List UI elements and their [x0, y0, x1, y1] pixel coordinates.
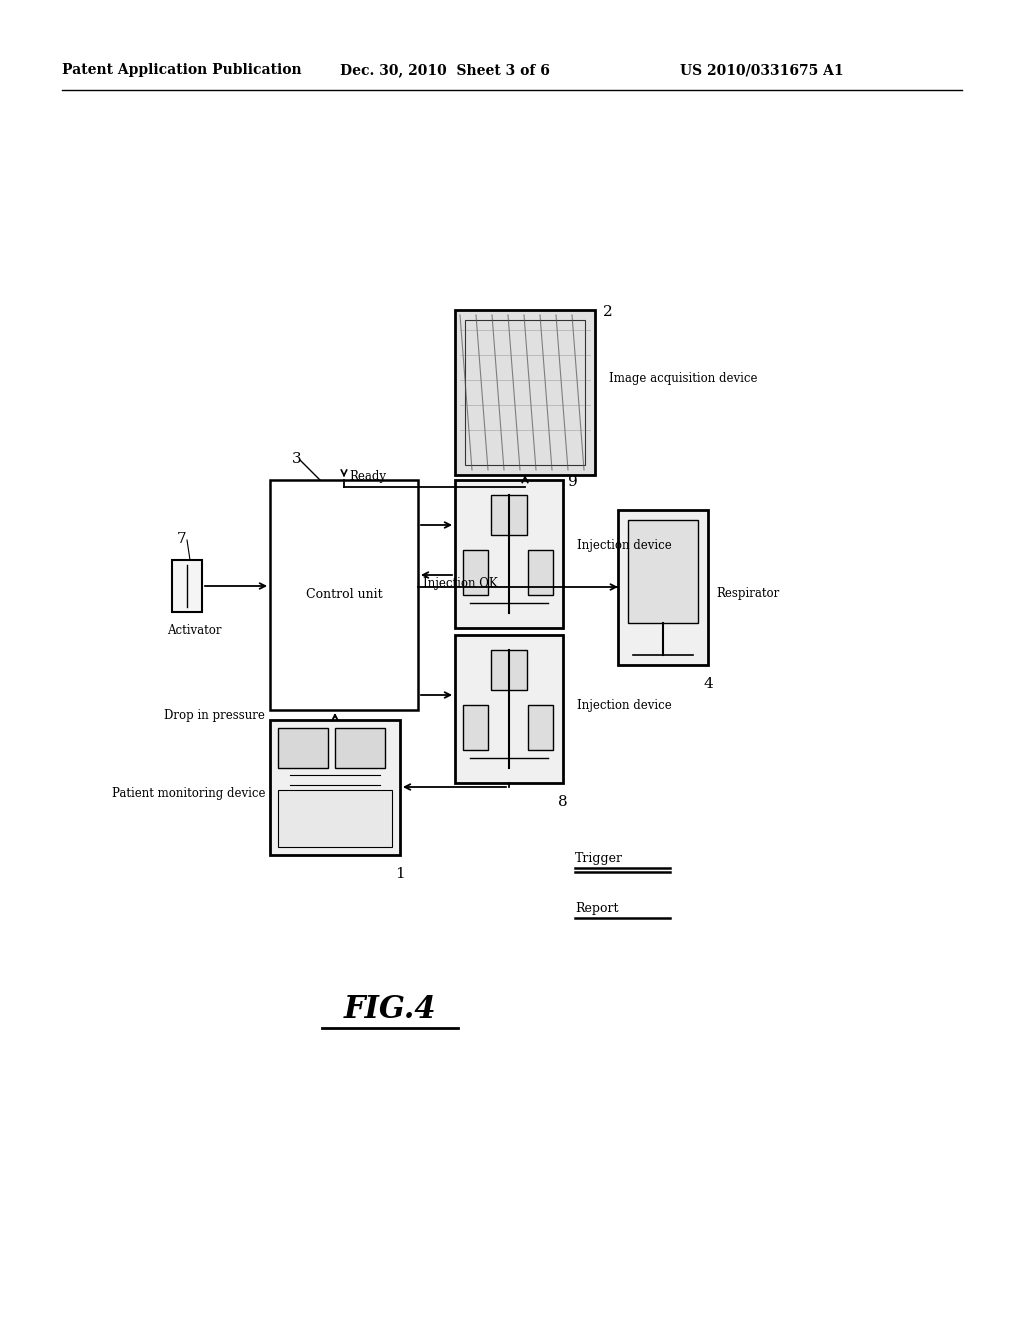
Bar — [463, 705, 488, 750]
Bar — [528, 705, 553, 750]
Text: Injection device: Injection device — [577, 700, 672, 711]
Text: Respirator: Respirator — [716, 587, 779, 601]
Bar — [628, 520, 698, 623]
Bar — [528, 550, 553, 595]
Bar — [278, 789, 392, 847]
Text: Activator: Activator — [167, 624, 221, 638]
Bar — [455, 310, 595, 475]
Text: 1: 1 — [395, 867, 404, 880]
Text: Injection device: Injection device — [577, 539, 672, 552]
Text: 4: 4 — [703, 677, 713, 690]
Text: Control unit: Control unit — [306, 589, 382, 602]
Text: Report: Report — [575, 902, 618, 915]
Text: 3: 3 — [292, 451, 302, 466]
Text: Ready: Ready — [349, 470, 386, 483]
Text: US 2010/0331675 A1: US 2010/0331675 A1 — [680, 63, 844, 77]
Text: 7: 7 — [177, 532, 186, 546]
Bar — [490, 649, 527, 690]
Text: 2: 2 — [603, 305, 612, 319]
Bar — [463, 550, 488, 595]
Bar — [172, 560, 202, 612]
Text: Dec. 30, 2010  Sheet 3 of 6: Dec. 30, 2010 Sheet 3 of 6 — [340, 63, 550, 77]
Bar — [618, 510, 708, 665]
Bar — [455, 480, 563, 628]
Bar — [270, 719, 400, 855]
Bar — [455, 635, 563, 783]
Text: FIG.4: FIG.4 — [344, 994, 436, 1026]
Text: Injection OK: Injection OK — [423, 577, 498, 590]
Text: Patent Application Publication: Patent Application Publication — [62, 63, 302, 77]
Text: Drop in pressure: Drop in pressure — [164, 709, 265, 722]
Text: Trigger: Trigger — [575, 851, 623, 865]
Text: Patient monitoring device: Patient monitoring device — [112, 787, 265, 800]
Bar — [270, 480, 418, 710]
Text: 8: 8 — [558, 795, 567, 809]
Bar — [465, 319, 585, 465]
Bar — [278, 729, 328, 768]
Bar — [490, 495, 527, 535]
Text: Image acquisition device: Image acquisition device — [609, 372, 758, 385]
Bar — [335, 729, 385, 768]
Text: 9: 9 — [568, 475, 578, 488]
